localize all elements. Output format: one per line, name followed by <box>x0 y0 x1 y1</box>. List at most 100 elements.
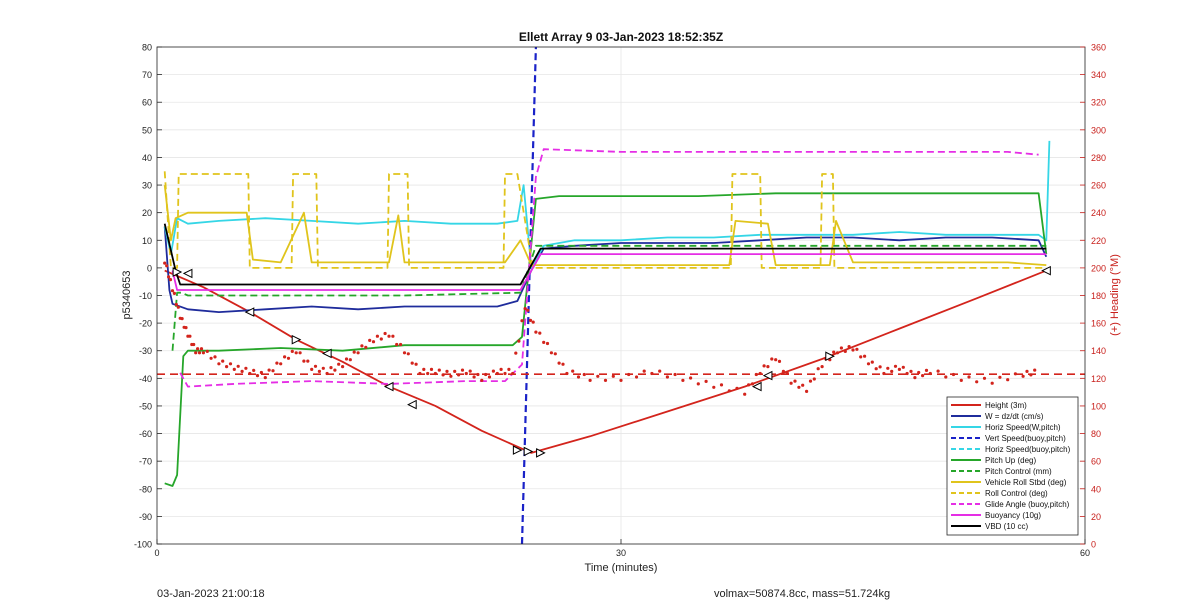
heading-point <box>619 378 623 382</box>
heading-point <box>383 331 387 336</box>
legend-entry-label: Vert Speed(buoy,pitch) <box>985 434 1066 443</box>
series-line-10 <box>171 253 1047 291</box>
legend-entry-label: Glide Angle (buoy,pitch) <box>985 500 1070 509</box>
y-tick-label-left: 70 <box>142 70 152 80</box>
series-line-11 <box>163 223 1047 286</box>
legend-entry-label: Buoyancy (10g) <box>985 511 1041 520</box>
heading-point <box>967 375 971 379</box>
heading-point <box>571 369 575 373</box>
heading-point <box>913 376 917 380</box>
heading-point <box>221 359 225 363</box>
heading-point <box>399 342 403 347</box>
heading-point <box>414 362 418 366</box>
heading-point <box>174 302 178 307</box>
heading-point <box>337 362 341 366</box>
heading-point <box>201 351 205 355</box>
heading-point <box>517 339 521 343</box>
heading-point <box>313 364 318 368</box>
direction-marker <box>825 351 835 362</box>
heading-point <box>658 369 662 373</box>
legend-entry-label: W = dz/dt (cm/s) <box>985 412 1044 421</box>
direction-marker <box>291 334 302 345</box>
heading-point <box>847 345 851 349</box>
heading-markers <box>172 265 1051 458</box>
heading-point <box>789 381 793 385</box>
heading-point <box>484 372 488 377</box>
heading-point <box>990 381 994 385</box>
heading-point <box>302 359 306 363</box>
heading-point <box>727 389 731 393</box>
y-tick-label-left: -90 <box>139 512 152 522</box>
heading-point <box>750 382 755 386</box>
heading-point <box>704 379 708 383</box>
heading-point <box>855 347 859 351</box>
heading-point <box>184 326 188 330</box>
heading-point <box>917 370 921 375</box>
heading-point <box>565 371 569 376</box>
direction-marker <box>407 399 417 410</box>
heading-point <box>797 385 801 389</box>
heading-point <box>236 364 240 368</box>
y-tick-label-left: -50 <box>139 401 152 411</box>
footer-vehicle-params: volmax=50874.8cc, mass=51.724kg <box>714 588 891 600</box>
heading-point <box>298 351 302 355</box>
heading-point <box>333 368 337 372</box>
y-tick-label-right: 240 <box>1091 208 1106 218</box>
heading-point <box>673 372 677 377</box>
heading-point <box>627 372 631 377</box>
heading-point <box>665 375 670 379</box>
y-tick-label-left: 60 <box>142 98 152 108</box>
heading-point <box>832 350 836 354</box>
heading-point <box>306 359 310 363</box>
heading-point <box>576 375 581 379</box>
heading-point <box>232 367 236 371</box>
heading-point <box>294 351 298 355</box>
heading-point <box>259 370 263 375</box>
heading-point <box>209 356 213 360</box>
heading-point <box>805 389 809 393</box>
heading-point <box>188 334 192 338</box>
heading-point <box>696 382 700 386</box>
y-tick-label-left: -60 <box>139 429 152 439</box>
series-line-8 <box>163 171 1047 269</box>
heading-point <box>561 362 565 366</box>
heading-point <box>603 378 608 382</box>
heading-point <box>453 369 457 373</box>
heading-point <box>310 367 314 371</box>
heading-point <box>375 334 379 338</box>
heading-point <box>290 349 294 353</box>
heading-point <box>286 356 291 360</box>
heading-point <box>936 369 940 373</box>
direction-marker <box>172 267 183 277</box>
y-tick-label-right: 20 <box>1091 512 1101 522</box>
heading-point <box>582 372 586 377</box>
legend-entry-label: VBD (10 cc) <box>985 522 1028 531</box>
y-tick-label-right: 40 <box>1091 484 1101 494</box>
heading-point <box>457 373 461 377</box>
heading-point <box>418 371 422 376</box>
heading-point <box>217 362 221 366</box>
series-line-2 <box>163 140 1051 269</box>
heading-point <box>271 369 275 373</box>
y-tick-label-right: 140 <box>1091 346 1106 356</box>
heading-point <box>901 365 905 369</box>
direction-marker <box>244 307 255 317</box>
y-tick-label-left: 20 <box>142 208 152 218</box>
y-tick-label-right: 260 <box>1091 181 1106 191</box>
heading-point <box>851 348 855 352</box>
y-tick-label-right: 80 <box>1091 429 1101 439</box>
heading-point <box>1006 378 1010 382</box>
y-tick-label-right: 340 <box>1091 70 1106 80</box>
heading-point <box>360 344 364 348</box>
heading-point <box>460 368 465 372</box>
heading-point <box>410 361 414 365</box>
heading-point <box>180 317 184 321</box>
heading-point <box>167 275 171 279</box>
legend-entry-label: Horiz Speed(buoy,pitch) <box>985 445 1071 454</box>
heading-point <box>542 340 546 344</box>
heading-point <box>437 368 441 372</box>
heading-point <box>735 386 739 390</box>
heading-point <box>770 357 774 361</box>
heading-point <box>808 379 813 383</box>
heading-point <box>951 372 956 377</box>
